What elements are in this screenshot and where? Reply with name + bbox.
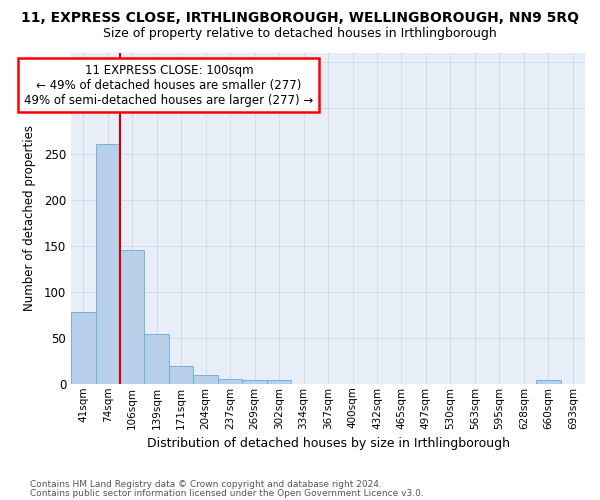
Text: Size of property relative to detached houses in Irthlingborough: Size of property relative to detached ho… [103, 28, 497, 40]
Text: 11, EXPRESS CLOSE, IRTHLINGBOROUGH, WELLINGBOROUGH, NN9 5RQ: 11, EXPRESS CLOSE, IRTHLINGBOROUGH, WELL… [21, 12, 579, 26]
Bar [242, 380, 267, 384]
Bar [169, 366, 193, 384]
Bar [193, 374, 218, 384]
Bar [71, 312, 95, 384]
Text: Contains HM Land Registry data © Crown copyright and database right 2024.: Contains HM Land Registry data © Crown c… [30, 480, 382, 489]
Y-axis label: Number of detached properties: Number of detached properties [23, 125, 35, 311]
Bar [536, 380, 560, 384]
Bar [120, 250, 145, 384]
Bar [145, 334, 169, 384]
Text: 11 EXPRESS CLOSE: 100sqm
← 49% of detached houses are smaller (277)
49% of semi-: 11 EXPRESS CLOSE: 100sqm ← 49% of detach… [25, 64, 314, 106]
Bar [267, 380, 292, 384]
Bar [218, 379, 242, 384]
X-axis label: Distribution of detached houses by size in Irthlingborough: Distribution of detached houses by size … [146, 437, 509, 450]
Text: Contains public sector information licensed under the Open Government Licence v3: Contains public sector information licen… [30, 489, 424, 498]
Bar [95, 144, 120, 384]
